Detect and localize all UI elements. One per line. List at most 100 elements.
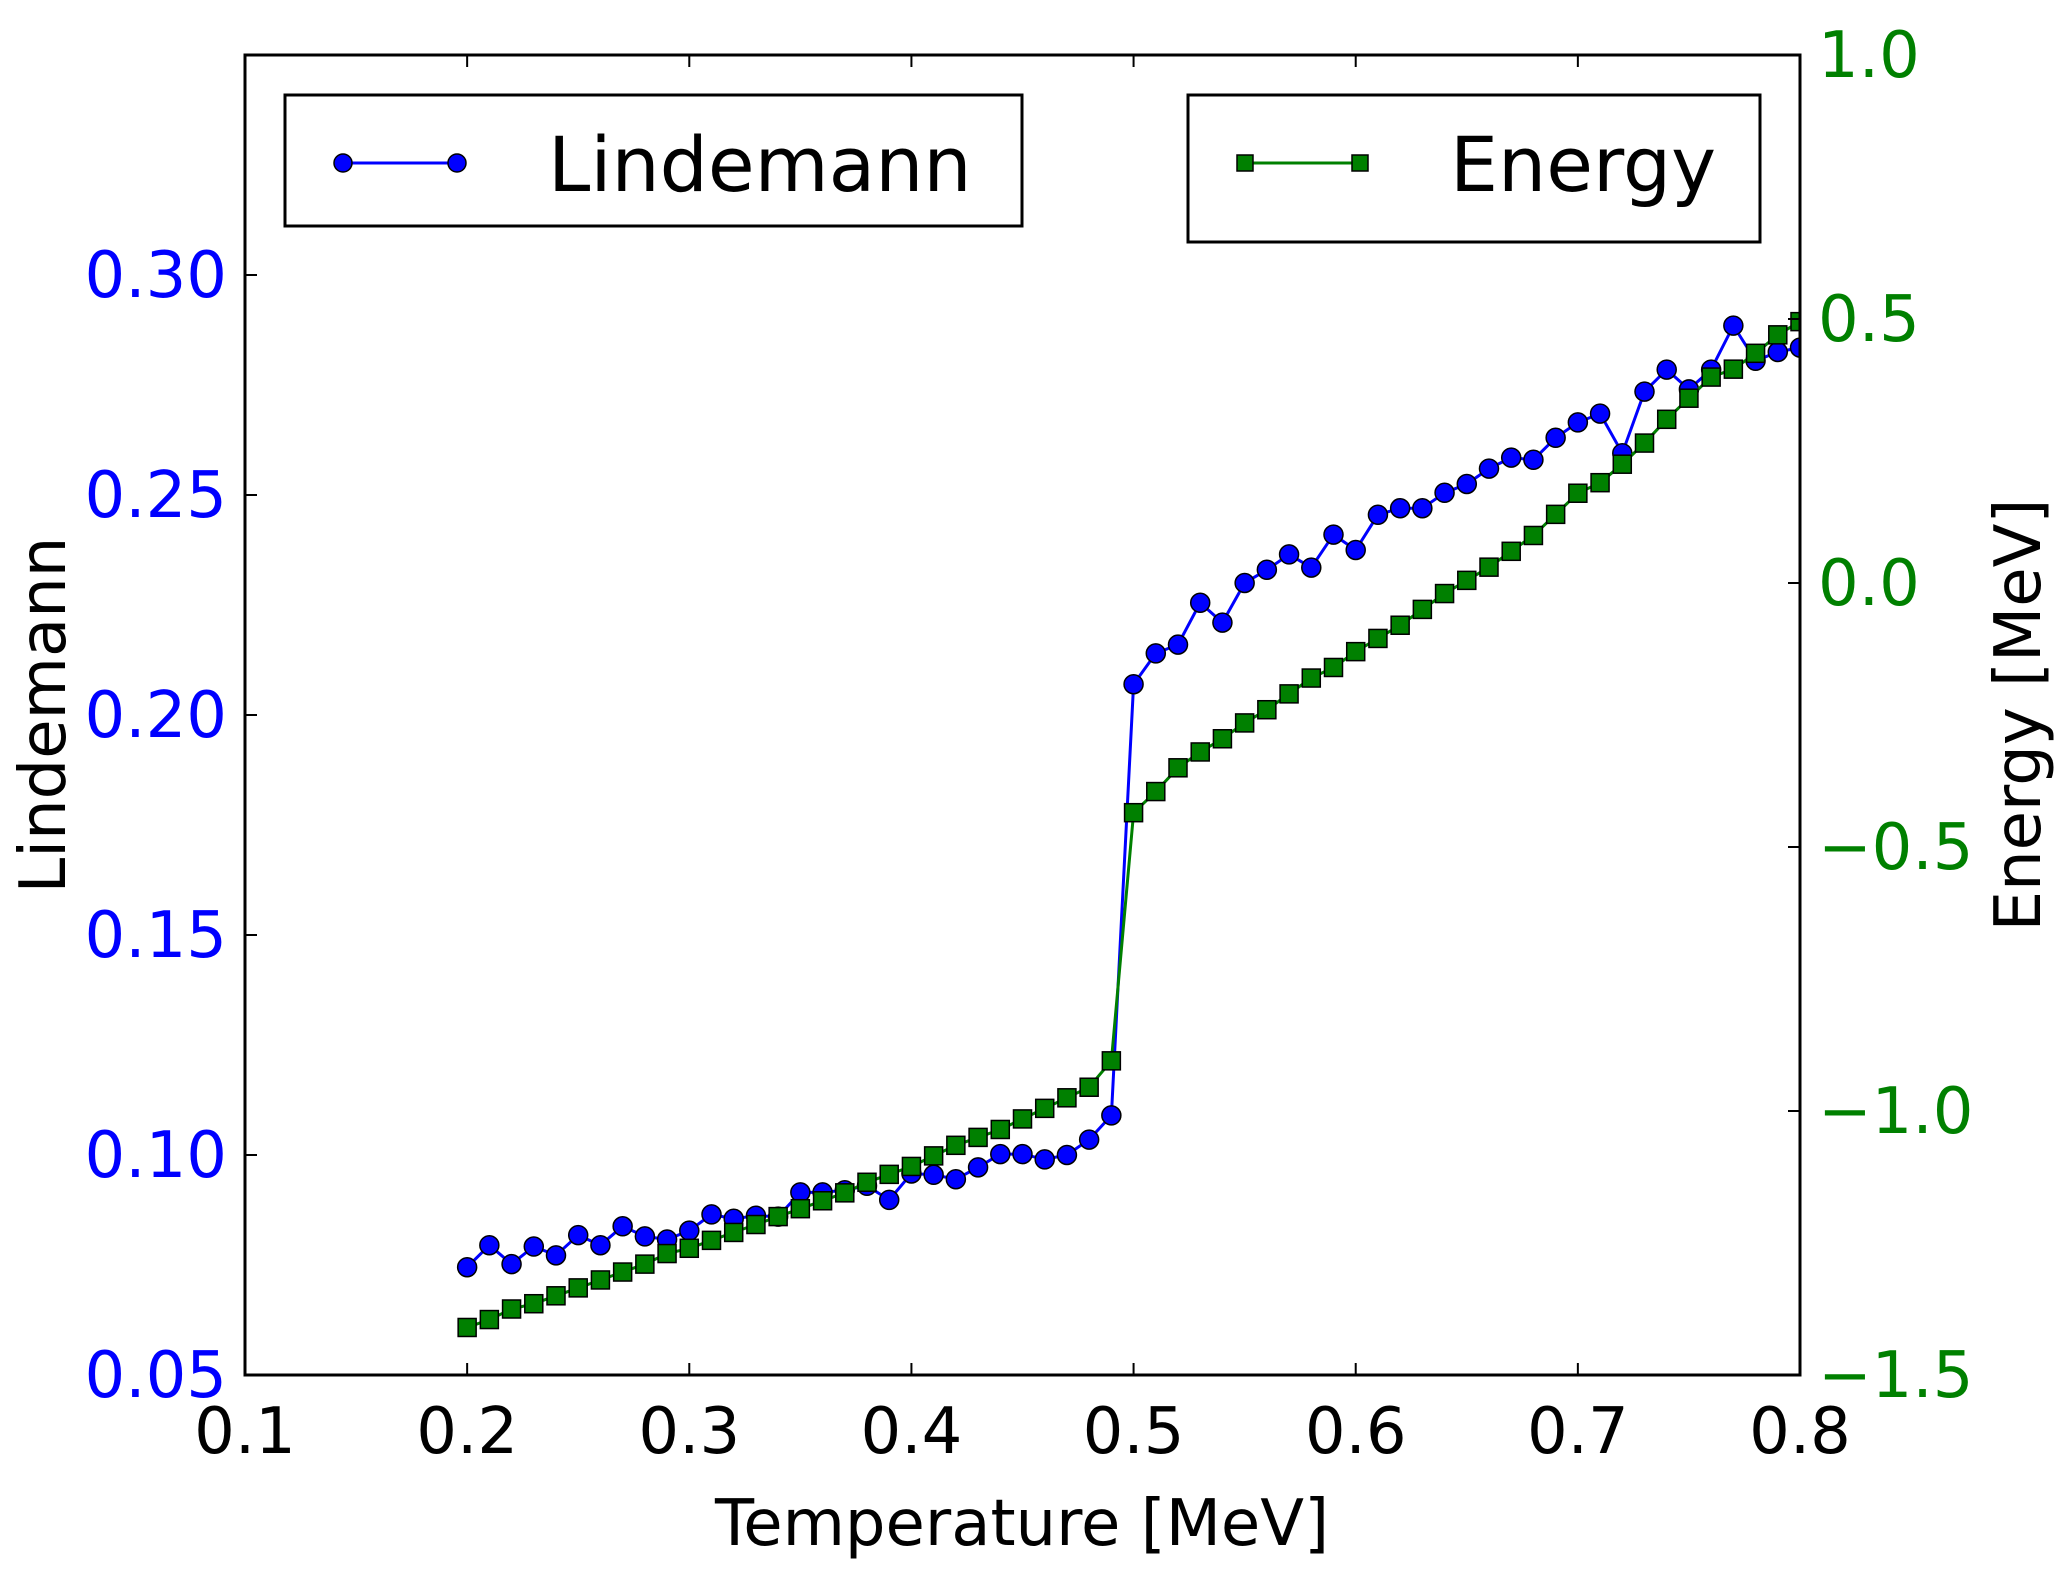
x-tick-label: 0.1 bbox=[194, 1395, 296, 1469]
lindemann-point bbox=[1478, 458, 1500, 479]
lindemann-point bbox=[1034, 1149, 1055, 1170]
right-tick-label: −1.0 bbox=[1818, 1075, 1973, 1149]
left-tick-label: 0.25 bbox=[85, 459, 228, 533]
x-tick-label: 0.2 bbox=[416, 1395, 518, 1469]
plot-background bbox=[245, 55, 1800, 1375]
energy-point bbox=[1790, 311, 1800, 332]
lindemann-point bbox=[1500, 447, 1522, 468]
lindemann-point bbox=[1434, 482, 1455, 504]
lindemann-point bbox=[501, 1253, 522, 1275]
energy-point bbox=[1545, 504, 1566, 525]
energy-point bbox=[479, 1309, 500, 1330]
left-tick-label: 0.20 bbox=[85, 679, 228, 753]
energy-point bbox=[1523, 525, 1544, 546]
lindemann-point bbox=[1656, 359, 1677, 380]
lindemann-point bbox=[923, 1164, 944, 1186]
lindemann-point bbox=[1767, 341, 1789, 363]
energy-point bbox=[1390, 615, 1410, 635]
lindemann-point bbox=[1101, 1105, 1122, 1126]
legend-lindemann-marker-right bbox=[447, 153, 467, 173]
lindemann-point bbox=[1789, 337, 1800, 358]
legend-energy-marker-right bbox=[1351, 154, 1369, 172]
energy-point bbox=[1257, 699, 1277, 720]
x-tick-label: 0.4 bbox=[861, 1395, 963, 1469]
energy-point bbox=[612, 1262, 633, 1282]
right-tick-label: −0.5 bbox=[1818, 811, 1973, 885]
lindemann-point bbox=[990, 1143, 1011, 1165]
energy-point bbox=[1434, 583, 1455, 604]
left-tick-label: 0.10 bbox=[85, 1119, 228, 1193]
energy-point bbox=[946, 1135, 966, 1156]
energy-point bbox=[590, 1270, 611, 1290]
energy-point bbox=[1412, 599, 1433, 620]
lindemann-point bbox=[1567, 412, 1589, 433]
energy-point bbox=[1479, 557, 1499, 577]
lindemann-point bbox=[1256, 559, 1278, 581]
lindemann-point bbox=[1412, 497, 1433, 519]
plot-frame bbox=[243, 53, 1802, 1377]
energy-point bbox=[679, 1238, 700, 1259]
energy-point bbox=[1590, 472, 1610, 493]
lindemann-point bbox=[479, 1234, 500, 1256]
lindemann-point bbox=[634, 1226, 656, 1247]
lindemann-point bbox=[612, 1216, 633, 1237]
energy-point bbox=[568, 1278, 588, 1298]
right-axis-title: Energy [MeV] bbox=[1982, 499, 2056, 932]
legend-lindemann-marker-left bbox=[333, 153, 353, 173]
energy-point bbox=[1190, 742, 1210, 762]
energy-point bbox=[1079, 1077, 1099, 1097]
energy-point bbox=[746, 1214, 766, 1235]
energy-point bbox=[723, 1222, 744, 1243]
lindemann-point bbox=[1456, 473, 1478, 495]
lindemann-point bbox=[590, 1234, 611, 1256]
lindemann-point bbox=[1323, 524, 1344, 545]
lindemann-point bbox=[1123, 673, 1144, 695]
energy-point bbox=[1123, 802, 1144, 823]
energy-point bbox=[1745, 343, 1766, 364]
lindemann-point bbox=[679, 1220, 700, 1241]
energy-point bbox=[968, 1127, 988, 1148]
energy-point bbox=[990, 1119, 1011, 1140]
legend-energy-marker-left bbox=[1236, 154, 1254, 172]
energy-point bbox=[657, 1243, 677, 1264]
energy-point bbox=[701, 1230, 722, 1251]
lindemann-point bbox=[1345, 539, 1366, 561]
series-group bbox=[456, 311, 1800, 1338]
energy-point bbox=[1723, 359, 1744, 379]
right-tick-label: 1.0 bbox=[1818, 19, 1920, 93]
left-tick-label: 0.15 bbox=[85, 899, 228, 973]
energy-point bbox=[1034, 1098, 1055, 1119]
lindemann-point bbox=[1189, 592, 1211, 614]
x-tick-label: 0.5 bbox=[1083, 1395, 1185, 1469]
lindemann-point bbox=[1234, 572, 1255, 594]
lindemann-point bbox=[1167, 634, 1189, 655]
lindemann-point bbox=[1145, 643, 1167, 664]
labels-layer: 0.1 0.2 0.3 0.4 0.5 0.6 0.7 0.8 0.05 0.10 0.15 0.20… bbox=[85, 19, 1974, 1469]
left-tick-label: 0.05 bbox=[85, 1339, 228, 1413]
lindemann-point bbox=[1523, 449, 1544, 471]
left-tick-label: 0.30 bbox=[85, 239, 228, 313]
lindemann-point bbox=[945, 1168, 967, 1190]
energy-point bbox=[1234, 713, 1255, 733]
energy-point bbox=[857, 1172, 877, 1193]
energy-point bbox=[1168, 758, 1188, 778]
right-tick-label: −1.5 bbox=[1818, 1339, 1973, 1413]
lindemann-point bbox=[1078, 1129, 1100, 1150]
legend-lindemann-box bbox=[283, 93, 1024, 228]
energy-point bbox=[1368, 628, 1388, 649]
energy-point bbox=[1057, 1088, 1077, 1108]
energy-point bbox=[901, 1156, 922, 1177]
lindemann-point bbox=[545, 1245, 567, 1266]
energy-point bbox=[923, 1146, 944, 1166]
energy-point bbox=[1679, 388, 1699, 408]
energy-point bbox=[1301, 668, 1322, 688]
x-tick-label: 0.7 bbox=[1527, 1395, 1629, 1469]
lindemann-point bbox=[1634, 381, 1655, 402]
energy-point bbox=[835, 1183, 855, 1203]
right-tick-label: 0.0 bbox=[1818, 547, 1920, 621]
x-tick-label: 0.8 bbox=[1749, 1395, 1851, 1469]
legend-energy-box bbox=[1186, 93, 1762, 244]
energy-point bbox=[1212, 729, 1233, 749]
energy-point bbox=[457, 1317, 477, 1338]
legend-energy: Energy bbox=[1186, 93, 1762, 244]
